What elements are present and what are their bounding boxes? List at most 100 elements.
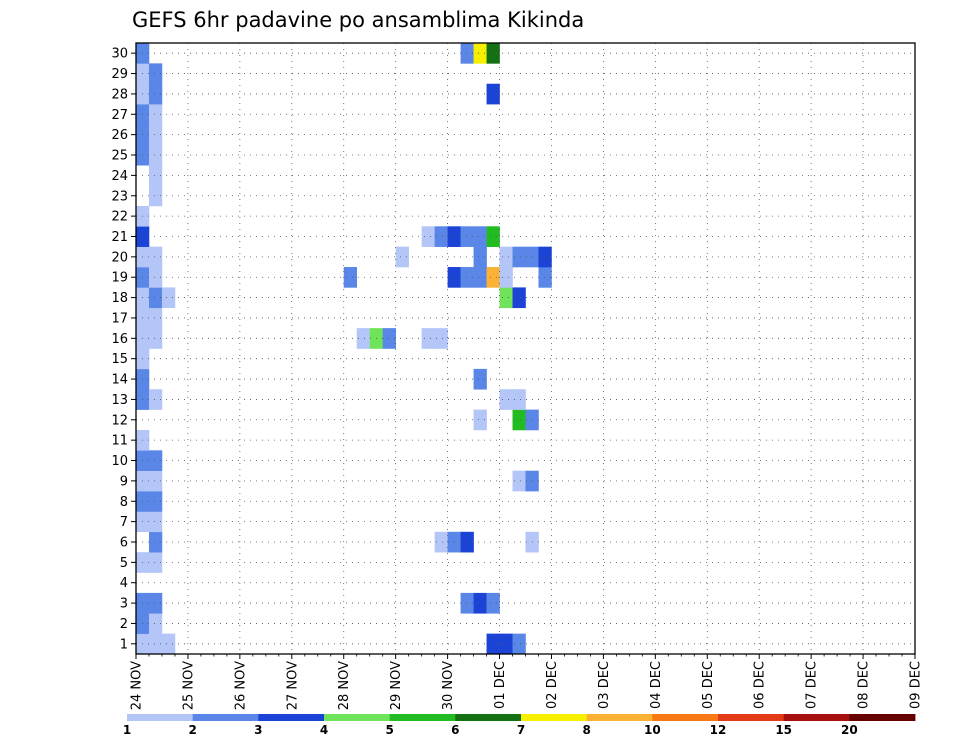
y-tick-label: 8: [120, 495, 128, 510]
colorbar-label: 20: [841, 723, 858, 737]
colorbar-swatch: [127, 714, 194, 721]
y-tick-label: 19: [111, 271, 128, 286]
colorbar-swatch: [586, 714, 653, 721]
data-cell-m19-t31: [538, 267, 552, 288]
data-cell-m16-t17: [356, 328, 370, 349]
data-cell-m29-t1: [148, 63, 163, 85]
colorbar-label: 15: [775, 723, 792, 737]
y-tick-label: 1: [120, 637, 128, 652]
x-tick-label: 06 DEC: [753, 661, 768, 709]
data-cell-m20-t29: [512, 246, 526, 268]
data-cell-m21-t22: [421, 226, 435, 247]
y-tick-label: 24: [111, 169, 128, 184]
colorbar-label: 2: [188, 723, 196, 737]
colorbar-swatch: [718, 714, 785, 721]
x-tick-label: 26 NOV: [233, 661, 248, 710]
y-tick-label: 25: [111, 149, 128, 164]
x-tick-label: 08 DEC: [857, 661, 872, 709]
data-cell-m1-t28: [499, 633, 513, 655]
x-tick-label: 28 NOV: [337, 661, 352, 710]
colorbar-swatch: [192, 714, 259, 721]
data-cell-m7-t1: [148, 511, 163, 533]
data-cell-m16-t19: [382, 328, 396, 349]
plot-area: [136, 43, 552, 655]
x-tick-label: 24 NOV: [130, 661, 145, 710]
data-cell-m18-t28: [499, 287, 513, 309]
data-cell-m18-t1: [148, 287, 163, 309]
data-cell-m26-t1: [148, 124, 163, 146]
y-tick-label: 29: [111, 67, 128, 82]
colorbar-label: 12: [710, 723, 727, 737]
y-tick-label: 2: [120, 617, 128, 632]
colorbar-label: 6: [451, 723, 459, 737]
data-cell-m21-t23: [434, 226, 448, 247]
data-cell-m12-t26: [473, 409, 487, 431]
y-tick-label: 20: [111, 250, 128, 265]
data-cell-m1-t1: [148, 633, 163, 655]
colorbar-label: 1: [123, 723, 131, 737]
y-tick-label: 14: [111, 373, 128, 388]
y-tick-label: 16: [111, 332, 128, 347]
data-cell-m20-t1: [148, 246, 163, 268]
data-cell-m16-t22: [421, 328, 435, 349]
data-cell-m10-t1: [148, 450, 163, 471]
data-cell-m19-t1: [148, 267, 163, 288]
data-cell-m9-t1: [148, 470, 163, 492]
data-cell-m13-t1: [148, 389, 163, 410]
colorbar-swatch: [521, 714, 588, 721]
data-cell-m19-t16: [343, 267, 358, 288]
colorbar-label: 5: [385, 723, 393, 737]
data-cell-m19-t26: [473, 267, 487, 288]
data-cell-m28-t1: [148, 83, 163, 105]
data-cell-m18-t2: [161, 287, 176, 309]
y-tick-label: 28: [111, 87, 128, 102]
data-cell-m6-t23: [434, 531, 448, 553]
x-tick-label: 09 DEC: [909, 661, 924, 709]
data-cell-m3-t26: [473, 592, 487, 614]
data-cell-m14-t26: [473, 368, 487, 390]
data-cell-m21-t27: [486, 226, 500, 247]
colorbar-legend: 1 2 3 4 5 6 7 8 10 12 15 20: [123, 714, 916, 737]
x-tick-label: 29 NOV: [389, 661, 404, 710]
y-tick-label: 27: [111, 108, 128, 123]
data-cell-m9-t29: [512, 470, 526, 492]
x-tick-label: 27 NOV: [285, 661, 300, 710]
colorbar-label: 7: [517, 723, 525, 737]
data-cell-m19-t27: [486, 267, 500, 288]
y-tick-label: 18: [111, 291, 128, 306]
data-cell-m1-t29: [512, 633, 526, 655]
data-cell-m24-t1: [148, 165, 163, 186]
data-cell-m3-t1: [148, 592, 163, 614]
y-tick-label: 22: [111, 210, 128, 225]
y-axis: 1234567891011121314151617181920212223242…: [111, 47, 136, 652]
colorbar-swatch: [389, 714, 456, 721]
y-tick-label: 4: [120, 576, 128, 591]
colorbar-label: 4: [320, 723, 328, 737]
data-cell-m6-t25: [460, 531, 474, 553]
colorbar-label: 8: [582, 723, 590, 737]
colorbar-label: 10: [644, 723, 661, 737]
data-cell-m17-t1: [148, 307, 163, 329]
y-tick-label: 7: [120, 515, 128, 530]
data-cell-m30-t27: [486, 43, 500, 64]
data-cell-m20-t20: [395, 246, 409, 268]
data-cell-m16-t1: [148, 328, 163, 349]
data-cell-m16-t23: [434, 328, 448, 349]
x-tick-label: 03 DEC: [597, 661, 612, 709]
data-cell-m28-t27: [486, 83, 500, 105]
plot-frame: [135, 42, 916, 655]
y-tick-label: 23: [111, 189, 128, 204]
data-cell-m13-t29: [512, 389, 526, 410]
x-tick-label: 25 NOV: [181, 661, 196, 710]
colorbar-label: 3: [254, 723, 262, 737]
data-cell-m30-t26: [473, 43, 487, 64]
x-tick-label: 01 DEC: [493, 661, 508, 709]
data-cell-m19-t25: [460, 267, 474, 288]
colorbar-swatch: [324, 714, 391, 721]
data-cell-m21-t26: [473, 226, 487, 247]
data-cell-m12-t29: [512, 409, 526, 431]
x-tick-label: 05 DEC: [701, 661, 716, 709]
y-tick-label: 6: [120, 535, 128, 550]
x-tick-label: 30 NOV: [441, 661, 456, 710]
